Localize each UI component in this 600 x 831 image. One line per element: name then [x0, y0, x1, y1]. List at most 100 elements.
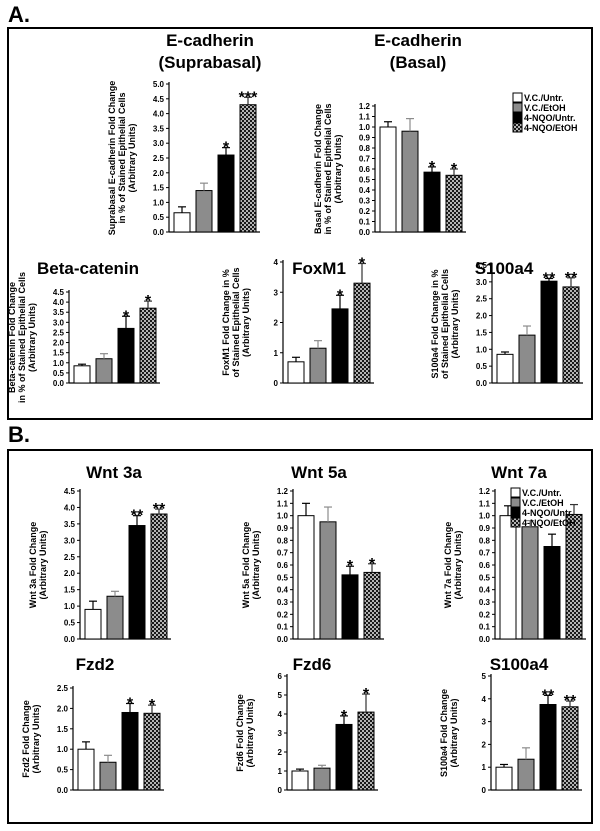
y-axis-label: (Arbitrary Units)	[449, 698, 459, 767]
y-tick-label: 0.5	[64, 619, 76, 628]
panel-label-a: A.	[8, 2, 30, 27]
y-tick-label: 0.3	[359, 197, 371, 206]
y-tick-label: 0.5	[277, 573, 289, 582]
bar	[363, 571, 381, 640]
chart-title: Beta-catenin	[37, 259, 139, 278]
y-tick-label: 0.3	[479, 598, 491, 607]
significance-label: *	[429, 159, 436, 176]
panel-b-frame	[7, 449, 593, 824]
bar	[73, 365, 91, 384]
bar	[313, 767, 331, 791]
y-tick-label: 0.4	[479, 586, 491, 595]
y-tick-label: 1.5	[57, 725, 69, 734]
bar	[341, 574, 359, 640]
y-tick-label: 1.1	[359, 113, 371, 122]
y-tick-label: 0.7	[359, 155, 371, 164]
y-tick-label: 0.0	[479, 635, 491, 644]
bar	[379, 126, 397, 233]
y-tick-label: 5.0	[153, 80, 165, 89]
significance-label: **	[542, 687, 555, 704]
chart-title: Wnt 7a	[491, 463, 547, 482]
y-tick-label: 2.0	[476, 312, 488, 321]
bar	[106, 595, 124, 640]
y-tick-label: 0.7	[277, 549, 289, 558]
y-tick-label: 1.2	[277, 487, 289, 496]
panel-label-b: B.	[8, 422, 30, 447]
legend-swatch	[510, 507, 521, 518]
y-axis-label: (Arbitrary Units)	[251, 530, 261, 599]
bar	[543, 546, 561, 640]
legend-entry: V.C./Untr.	[524, 93, 564, 103]
bar	[565, 513, 583, 640]
bar	[495, 766, 513, 791]
legend-entry: V.C./EtOH	[524, 103, 566, 113]
y-tick-label: 1.0	[479, 512, 491, 521]
y-tick-label: 0.5	[479, 573, 491, 582]
bar	[357, 711, 375, 791]
y-axis-label: (Arbitrary Units)	[27, 303, 37, 372]
significance-label: *	[123, 308, 130, 325]
y-tick-label: 1.0	[53, 359, 65, 368]
bar	[150, 513, 168, 640]
bar	[499, 515, 517, 640]
y-tick-label: 3	[482, 718, 487, 727]
y-axis-label: of Stained Epithelial Cells	[440, 269, 450, 379]
chart-title: Wnt 5a	[291, 463, 347, 482]
y-tick-label: 0.9	[277, 524, 289, 533]
y-tick-label: 0.5	[359, 176, 371, 185]
significance-label: **	[543, 270, 556, 287]
y-tick-label: 4.5	[64, 487, 76, 496]
y-tick-label: 1	[274, 349, 279, 358]
y-tick-label: 3.0	[153, 139, 165, 148]
y-tick-label: 2.5	[53, 328, 65, 337]
y-tick-label: 4.0	[64, 503, 76, 512]
y-tick-label: 4.0	[153, 110, 165, 119]
y-tick-label: 4	[274, 258, 279, 267]
y-tick-label: 3.5	[64, 520, 76, 529]
y-tick-label: 1.1	[277, 499, 289, 508]
y-tick-label: 0.2	[479, 610, 491, 619]
bar	[77, 748, 95, 791]
y-tick-label: 2.5	[476, 295, 488, 304]
significance-label: *	[359, 256, 366, 273]
chart-6: Wnt 5a Wnt 5a Fold Change (Arbitrary Units…	[241, 463, 384, 644]
y-axis-label: in % of Stained Epithelial Cells	[323, 103, 333, 234]
legend-entry: 4-NQO/EtOH	[524, 123, 578, 133]
charts-layer: E-cadherin (Suprabasal) Suprabasal E-cadhe…	[7, 31, 586, 795]
y-axis-label: S100a4 Fold Change	[439, 689, 449, 777]
y-tick-label: 3.5	[153, 124, 165, 133]
legend-swatch	[512, 122, 523, 133]
y-tick-label: 0.1	[479, 623, 491, 632]
y-tick-label: 1.0	[359, 123, 371, 132]
y-axis-label: Beta-catenin Fold Change	[7, 282, 17, 393]
y-axis-label: (Arbitrary Units)	[453, 530, 463, 599]
y-tick-label: 0.6	[479, 561, 491, 570]
y-tick-label: 1.0	[57, 745, 69, 754]
y-tick-label: 0.8	[359, 144, 371, 153]
y-tick-label: 0.7	[479, 549, 491, 558]
y-tick-label: 0.8	[479, 536, 491, 545]
y-tick-label: 4	[482, 695, 487, 704]
bar	[95, 358, 113, 384]
chart-title: S100a4	[475, 259, 534, 278]
y-axis-label: FoxM1 Fold Change in %	[221, 269, 231, 376]
legend-entry: V.C./Untr.	[522, 488, 562, 498]
chart-title: E-cadherin	[166, 31, 254, 50]
y-tick-label: 0.5	[476, 362, 488, 371]
significance-label: ***	[239, 89, 258, 106]
y-tick-label: 0.0	[57, 786, 69, 795]
y-tick-label: 3.0	[64, 536, 76, 545]
bar	[335, 723, 353, 791]
y-tick-label: 1	[278, 767, 283, 776]
legend-entry: 4-NQO/Untr.	[522, 508, 574, 518]
bar	[239, 104, 257, 233]
legend-swatch	[512, 112, 523, 123]
y-tick-label: 4.5	[53, 288, 65, 297]
bar	[121, 711, 139, 791]
legend-entry: V.C./EtOH	[522, 498, 564, 508]
y-tick-label: 0.5	[53, 369, 65, 378]
y-tick-label: 0.3	[277, 598, 289, 607]
y-tick-label: 3.0	[53, 318, 65, 327]
y-axis-label: Suprabasal E-cadherin Fold Change	[107, 81, 117, 236]
